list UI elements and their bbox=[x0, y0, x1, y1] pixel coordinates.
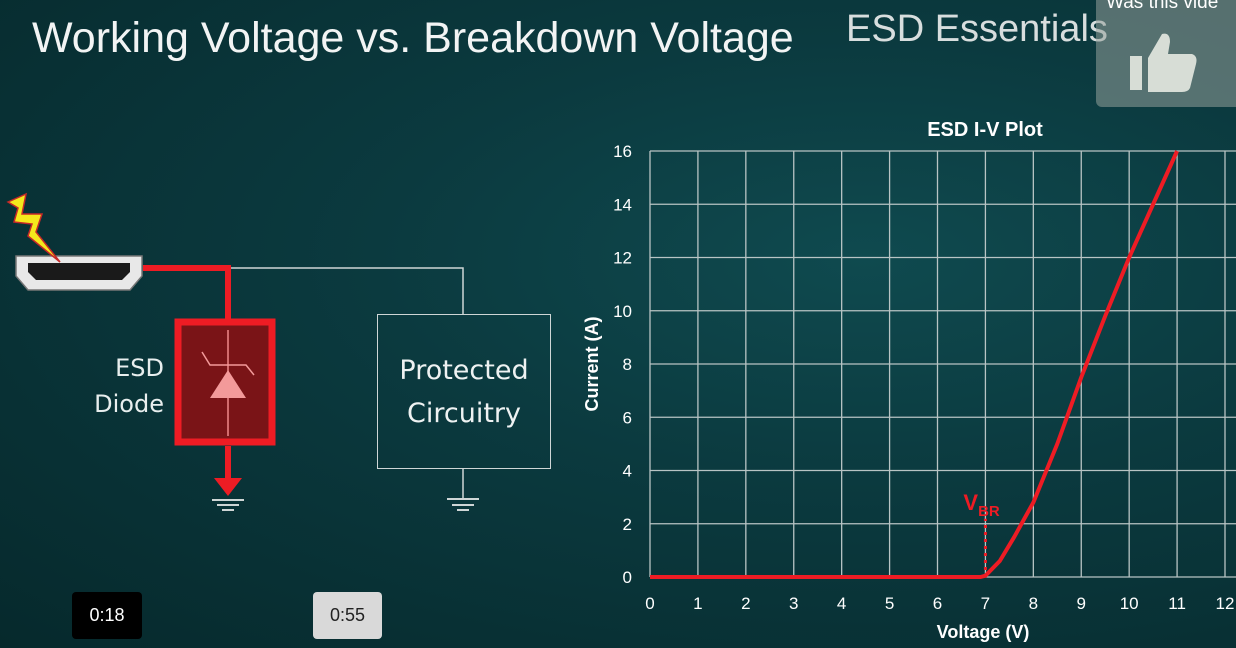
circuitry-label: Circuitry bbox=[407, 397, 521, 429]
thumbs-up-icon[interactable] bbox=[1128, 30, 1200, 94]
y-tick-label: 6 bbox=[623, 408, 632, 427]
x-tick-label: 5 bbox=[885, 594, 894, 613]
y-tick-label: 2 bbox=[623, 515, 632, 534]
y-tick-label: 10 bbox=[613, 302, 632, 321]
lightning-bolt-icon bbox=[6, 192, 61, 263]
x-tick-label: 2 bbox=[741, 594, 750, 613]
x-tick-label: 12 bbox=[1216, 594, 1235, 613]
x-tick-label: 4 bbox=[837, 594, 846, 613]
x-tick-label: 3 bbox=[789, 594, 798, 613]
signal-wire bbox=[228, 267, 464, 314]
x-tick-label: 1 bbox=[693, 594, 702, 613]
brand-title: ESD Essentials bbox=[846, 8, 1108, 50]
x-tick-label: 7 bbox=[981, 594, 990, 613]
current-time-badge: 0:18 bbox=[72, 592, 142, 639]
slide-title: Working Voltage vs. Breakdown Voltage bbox=[32, 14, 794, 62]
arrow-down-icon bbox=[214, 478, 242, 496]
x-tick-label: 6 bbox=[933, 594, 942, 613]
y-tick-label: 14 bbox=[613, 195, 632, 214]
vbr-label-main: V bbox=[963, 490, 978, 515]
protected-circuitry-box: Protected Circuitry bbox=[377, 314, 551, 469]
ground-icon bbox=[447, 498, 479, 511]
esd-current-path bbox=[143, 265, 231, 322]
y-tick-label: 4 bbox=[623, 462, 632, 481]
y-tick-label: 0 bbox=[623, 568, 632, 587]
protected-label: Protected bbox=[399, 354, 529, 386]
vbr-label-sub: BR bbox=[978, 503, 1000, 520]
chart-title: ESD I-V Plot bbox=[927, 119, 1043, 141]
x-tick-label: 11 bbox=[1168, 594, 1186, 613]
feedback-prompt: Was this vide bbox=[1106, 0, 1219, 13]
hdmi-connector-icon bbox=[15, 255, 143, 291]
y-axis-label: Current (A) bbox=[582, 317, 602, 412]
y-tick-label: 16 bbox=[613, 142, 632, 161]
y-tick-label: 8 bbox=[623, 355, 632, 374]
x-tick-label: 0 bbox=[645, 594, 654, 613]
esd-label: ESD bbox=[115, 354, 164, 382]
y-tick-label: 12 bbox=[613, 249, 632, 268]
x-tick-label: 10 bbox=[1120, 594, 1139, 613]
vbr-label: VBR bbox=[963, 490, 1000, 520]
diode-icon bbox=[210, 370, 246, 398]
diode-label: Diode bbox=[94, 390, 164, 418]
x-axis-label: Voltage (V) bbox=[937, 622, 1030, 642]
duration-badge: 0:55 bbox=[313, 592, 382, 639]
ground-icon bbox=[212, 499, 244, 511]
x-tick-label: 9 bbox=[1077, 594, 1086, 613]
x-tick-label: 8 bbox=[1029, 594, 1038, 613]
